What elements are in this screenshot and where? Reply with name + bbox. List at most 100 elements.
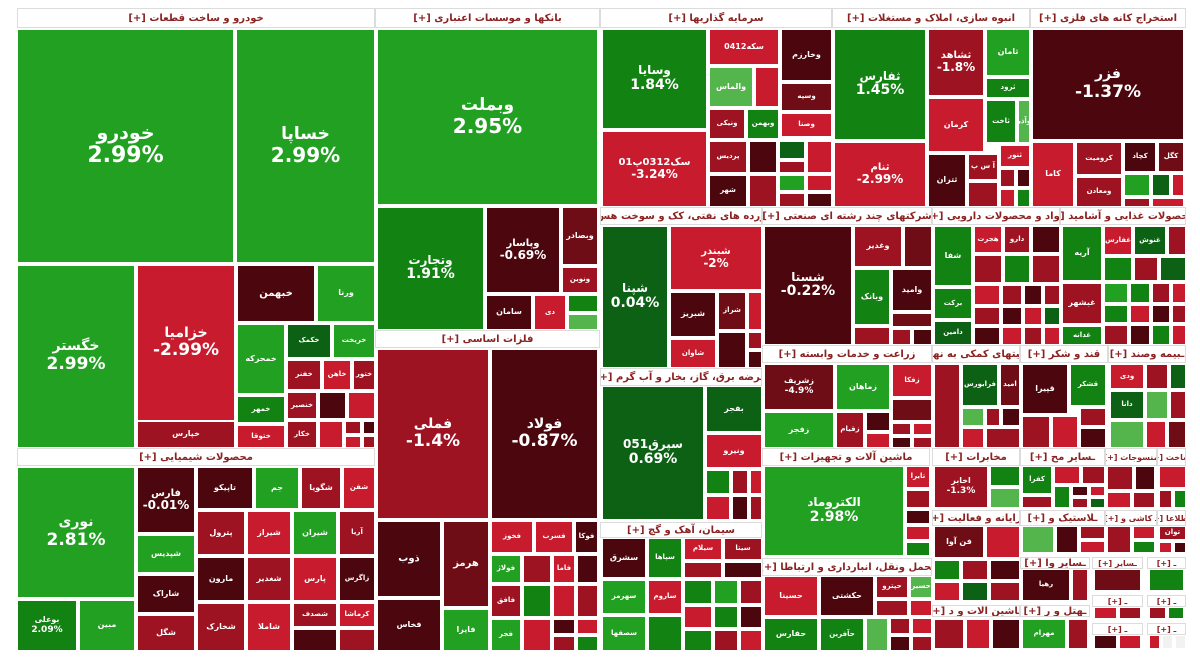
tile-اخابر[interactable]: اخابر -1.3% [934, 466, 988, 508]
tile[interactable] [1130, 305, 1150, 323]
tile[interactable] [934, 582, 960, 601]
sector-header-banks[interactable]: بانکها و موسسات اعتباری [+] [375, 8, 600, 28]
tile-وسپه[interactable]: وسپه [781, 83, 832, 111]
tile-زفجر[interactable]: زفجر [764, 412, 834, 448]
tile-فن آوا[interactable]: فن آوا [934, 526, 984, 558]
tile-خفنر[interactable]: خفنر [287, 360, 321, 390]
tile-بوعلی[interactable]: بوعلی 2.09% [17, 600, 77, 651]
sector-header-cement[interactable]: سیمان، آهک و گچ [+] [600, 522, 762, 538]
tile-ثشاهد[interactable]: ثشاهد -1.8% [928, 29, 984, 96]
tile-فاما[interactable]: فاما [553, 555, 575, 583]
tile[interactable] [968, 182, 998, 207]
tile[interactable] [892, 313, 932, 327]
tile-جم[interactable]: جم [255, 467, 299, 509]
tile[interactable] [974, 307, 1000, 325]
tile-هجرت[interactable]: هجرت [974, 226, 1002, 253]
tile[interactable] [1052, 416, 1078, 448]
tile-کفرا[interactable]: کفرا [1022, 466, 1052, 494]
tile[interactable] [1022, 526, 1054, 553]
tile[interactable] [913, 423, 932, 435]
tile[interactable] [732, 470, 748, 494]
tile-شهر[interactable]: شهر [709, 175, 747, 207]
tile-حپترو[interactable]: حپترو [876, 576, 908, 598]
tile-بفجر[interactable]: بفجر [706, 386, 762, 432]
sector-header-misc-5[interactable]: ـ [+] [1092, 623, 1143, 635]
tile[interactable] [706, 470, 730, 494]
tile[interactable] [1032, 255, 1060, 283]
tile-کرومیت[interactable]: کرومیت [1076, 142, 1122, 175]
tile-فخاس[interactable]: فخاس [377, 599, 441, 651]
tile[interactable] [974, 327, 1000, 345]
tile-فارس[interactable]: فارس -0.01% [137, 467, 195, 533]
tile[interactable] [1068, 619, 1088, 649]
tile-کرماشا[interactable]: کرماشا [339, 603, 375, 627]
tile[interactable] [1000, 189, 1015, 207]
tile[interactable] [1044, 307, 1060, 325]
tile-پارس[interactable]: پارس [293, 557, 337, 601]
sector-header-machinery[interactable]: ماشین آلات و تجهیزات [+] [762, 448, 930, 466]
tile-کگل[interactable]: کگل [1158, 142, 1184, 172]
sector-header-machinery-electric[interactable]: ماشین آلات و د [+] [932, 605, 1020, 617]
tile-سکه0412[interactable]: سکه0412 [709, 29, 779, 65]
tile[interactable] [906, 542, 930, 556]
tile[interactable] [1107, 526, 1131, 553]
tile-خکمک[interactable]: خکمک [287, 324, 331, 358]
tile-حسینا[interactable]: حسینا [764, 576, 818, 616]
tile[interactable] [779, 161, 805, 173]
sector-header-ceramics[interactable]: ـ کاشی و [+] [1105, 510, 1157, 526]
sector-header-misc-1[interactable]: ـسایر [+] [1092, 557, 1143, 569]
sector-header-chemical[interactable]: محصولات شیمیایی [+] [17, 448, 375, 466]
tile[interactable] [740, 630, 762, 651]
tile[interactable] [1080, 428, 1106, 448]
tile[interactable] [740, 606, 762, 628]
tile[interactable] [1082, 466, 1105, 484]
tile[interactable] [962, 560, 988, 580]
tile[interactable] [1133, 492, 1155, 508]
tile-فوکا[interactable]: فوکا [575, 521, 598, 553]
tile-فافق[interactable]: فافق [491, 585, 521, 617]
tile[interactable] [345, 421, 361, 434]
tile-امید[interactable]: امید [1000, 364, 1020, 406]
tile[interactable] [912, 618, 932, 634]
tile[interactable] [1162, 635, 1173, 649]
tile[interactable] [1168, 226, 1186, 255]
tile[interactable] [1133, 526, 1155, 539]
tile-شپدیس[interactable]: شپدیس [137, 535, 195, 573]
tile[interactable] [553, 585, 575, 617]
tile-وبهمن[interactable]: وبهمن [747, 109, 779, 139]
tile[interactable] [740, 580, 762, 604]
tile-ثفارس[interactable]: ثفارس 1.45% [834, 29, 926, 140]
tile[interactable] [913, 329, 932, 345]
tile-ختوقا[interactable]: ختوقا [237, 425, 285, 448]
tile-فخوز[interactable]: فخوز [491, 521, 533, 553]
tile-شبندر[interactable]: شبندر -2% [670, 226, 762, 290]
tile[interactable] [1024, 307, 1042, 325]
tile[interactable] [568, 314, 598, 330]
tile[interactable] [866, 412, 890, 431]
tile[interactable] [1017, 169, 1030, 187]
tile-خکار[interactable]: خکار [287, 421, 317, 448]
tile-شغدیر[interactable]: شغدیر [247, 557, 291, 601]
tile[interactable] [1094, 607, 1117, 619]
sector-header-conglomerate[interactable]: شرکتهای چند رشته ای صنعتی [+] [762, 207, 932, 225]
tile-ذوب[interactable]: ذوب [377, 521, 441, 597]
tile[interactable] [1170, 364, 1186, 389]
tile-دامین[interactable]: دامین [934, 321, 972, 345]
tile-غدانه[interactable]: غدانه [1062, 326, 1102, 345]
sector-header-mining[interactable]: استخراج کانه های فلزی [+] [1030, 8, 1186, 28]
tile[interactable] [345, 436, 361, 448]
tile[interactable] [866, 433, 890, 448]
sector-header-agri[interactable]: زراعت و خدمات وابسته [+] [762, 345, 932, 363]
tile[interactable] [1152, 283, 1170, 303]
tile[interactable] [1104, 283, 1128, 303]
tile-غبشهر[interactable]: غبشهر [1062, 283, 1102, 324]
tile[interactable] [1002, 307, 1022, 325]
tile[interactable] [779, 175, 805, 191]
tile[interactable] [892, 437, 911, 448]
sector-header-oil[interactable]: ـفرآورده های نفتی، کک و سوخت هس [+] [600, 207, 762, 225]
tile-وسایا[interactable]: وسایا 1.84% [602, 29, 707, 129]
tile-سپاها[interactable]: سپاها [648, 538, 682, 578]
sector-header-misc-financial[interactable]: ـسایر وا [+] [1020, 557, 1090, 569]
tile[interactable] [1175, 635, 1186, 649]
tile[interactable] [1002, 327, 1022, 345]
